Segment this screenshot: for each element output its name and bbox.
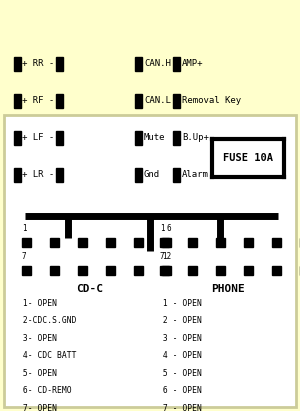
Bar [160, 238, 169, 247]
Bar [173, 131, 180, 145]
Text: 6: 6 [167, 224, 171, 233]
Bar [106, 266, 115, 275]
Bar [173, 57, 180, 71]
Bar [244, 238, 253, 247]
Text: 6- CD-REMO: 6- CD-REMO [18, 386, 72, 395]
Bar [216, 266, 225, 275]
Bar [188, 238, 197, 247]
Bar [14, 57, 21, 71]
Bar [135, 168, 142, 182]
Text: Mute: Mute [144, 133, 166, 142]
Text: + LF -: + LF - [22, 133, 55, 142]
Bar [162, 266, 171, 275]
Bar [135, 57, 142, 71]
Bar [160, 266, 169, 275]
Bar [56, 94, 63, 108]
Text: 3- OPEN: 3- OPEN [18, 333, 57, 342]
Bar [4, 115, 296, 407]
Bar [78, 266, 87, 275]
Bar [22, 266, 31, 275]
Text: + RF -: + RF - [22, 96, 55, 105]
Text: 7: 7 [160, 252, 165, 261]
Bar [272, 238, 281, 247]
Text: 4 - OPEN: 4 - OPEN [158, 351, 202, 360]
Text: 1: 1 [160, 224, 165, 233]
Text: FUSE 10A: FUSE 10A [223, 153, 273, 163]
Text: CAN.H: CAN.H [144, 59, 171, 68]
Text: 4- CDC BATT: 4- CDC BATT [18, 351, 76, 360]
Text: 6 - OPEN: 6 - OPEN [158, 386, 202, 395]
Bar [134, 266, 143, 275]
Bar [173, 168, 180, 182]
Text: B.Up+: B.Up+ [182, 133, 209, 142]
Text: AMP+: AMP+ [182, 59, 203, 68]
Bar [14, 94, 21, 108]
Text: 5- OPEN: 5- OPEN [18, 369, 57, 377]
Text: 7 - OPEN: 7 - OPEN [158, 404, 202, 411]
Text: 5 - OPEN: 5 - OPEN [158, 369, 202, 377]
Text: Gnd: Gnd [144, 170, 160, 179]
Text: + RR -: + RR - [22, 59, 55, 68]
Text: + LR -: + LR - [22, 170, 55, 179]
Text: 7- OPEN: 7- OPEN [18, 404, 57, 411]
Text: 1: 1 [22, 224, 27, 233]
Bar [173, 94, 180, 108]
Bar [56, 131, 63, 145]
Text: CAN.L: CAN.L [144, 96, 171, 105]
Bar [106, 238, 115, 247]
Bar [56, 168, 63, 182]
Bar [50, 266, 59, 275]
Text: 1 - OPEN: 1 - OPEN [158, 298, 202, 307]
Text: Removal Key: Removal Key [182, 96, 241, 105]
Bar [272, 266, 281, 275]
Text: 3 - OPEN: 3 - OPEN [158, 333, 202, 342]
Bar [216, 238, 225, 247]
Text: CD-C: CD-C [76, 284, 103, 294]
Bar [162, 238, 171, 247]
Bar [50, 238, 59, 247]
Text: 7: 7 [22, 252, 27, 261]
Bar [22, 238, 31, 247]
Bar [56, 57, 63, 71]
Bar [244, 266, 253, 275]
Bar [14, 168, 21, 182]
Text: 2-CDC.S.GND: 2-CDC.S.GND [18, 316, 76, 325]
Text: 1- OPEN: 1- OPEN [18, 298, 57, 307]
Text: PHONE: PHONE [211, 284, 245, 294]
Bar [135, 131, 142, 145]
Text: Alarm: Alarm [182, 170, 209, 179]
Bar [134, 238, 143, 247]
Bar [78, 238, 87, 247]
Text: 12: 12 [162, 252, 171, 261]
Bar [14, 131, 21, 145]
Bar [188, 266, 197, 275]
Text: 2 - OPEN: 2 - OPEN [158, 316, 202, 325]
Bar [135, 94, 142, 108]
